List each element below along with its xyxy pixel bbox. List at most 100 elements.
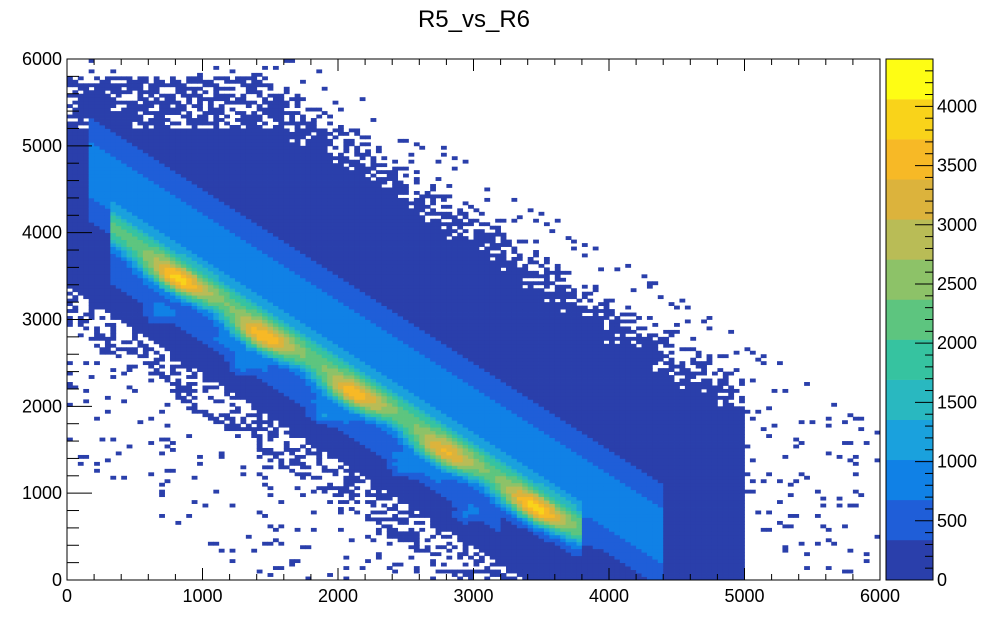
heatmap-cell [235, 118, 241, 122]
heatmap-cell [343, 444, 350, 449]
heatmap-cell [305, 263, 312, 268]
heatmap-cell [332, 284, 339, 289]
heatmap-cell [207, 111, 214, 115]
heatmap-cell [115, 83, 122, 88]
heatmap-cell [294, 149, 301, 154]
heatmap-cell [305, 322, 312, 327]
heatmap-cell [256, 138, 263, 143]
heatmap-cell [94, 225, 100, 230]
heatmap-cell [202, 309, 209, 313]
heatmap-cell [104, 156, 111, 161]
heatmap-cell [310, 406, 317, 411]
heatmap-cell [305, 166, 312, 171]
heatmap-cell [327, 121, 333, 126]
heatmap-cell [289, 416, 296, 421]
heatmap-cell [229, 166, 236, 171]
heatmap-cell [338, 197, 344, 202]
heatmap-cell [115, 170, 122, 175]
heatmap-cell [132, 163, 138, 168]
heatmap-cell [278, 291, 285, 296]
heatmap-cell [316, 333, 323, 338]
heatmap-cell [240, 194, 247, 199]
heatmap-cell [348, 347, 355, 352]
heatmap-cell [305, 201, 312, 206]
heatmap-cell [121, 316, 128, 320]
heatmap-cell [224, 284, 230, 289]
heatmap-cell [213, 90, 220, 95]
heatmap-cell [175, 180, 182, 185]
heatmap-cell [294, 375, 301, 379]
heatmap-cell [256, 413, 263, 418]
heatmap-cell [305, 260, 312, 265]
heatmap-cell [126, 368, 133, 372]
heatmap-cell [132, 86, 138, 91]
heatmap-cell [354, 454, 361, 459]
heatmap-cell [169, 448, 176, 452]
heatmap-cell [278, 402, 285, 407]
heatmap-cell [121, 475, 128, 480]
heatmap-cell [104, 79, 111, 84]
heatmap-cell [235, 204, 241, 209]
heatmap-cell [327, 170, 333, 175]
heatmap-cell [180, 208, 187, 213]
heatmap-cell [104, 229, 111, 234]
heatmap-cell [278, 180, 285, 185]
heatmap-cell [137, 86, 144, 91]
heatmap-cell [180, 93, 187, 98]
heatmap-cell [229, 253, 236, 258]
heatmap-cell [218, 142, 225, 147]
heatmap-cell [175, 357, 182, 362]
heatmap-cell [240, 472, 247, 477]
heatmap-cell [235, 305, 241, 310]
heatmap-cell [207, 187, 214, 192]
heatmap-cell [224, 277, 230, 282]
heatmap-cell [186, 350, 193, 355]
heatmap-cell [218, 246, 225, 251]
heatmap-cell [235, 354, 241, 359]
heatmap-cell [294, 170, 301, 175]
heatmap-cell [370, 503, 377, 508]
heatmap-cell [289, 461, 296, 466]
heatmap-cell [365, 184, 371, 188]
heatmap-cell [278, 361, 285, 366]
heatmap-cell [272, 218, 279, 223]
heatmap-cell [213, 399, 220, 404]
heatmap-cell [207, 149, 214, 154]
heatmap-cell [175, 388, 182, 393]
heatmap-cell [169, 239, 176, 244]
heatmap-cell [224, 163, 230, 168]
heatmap-cell [137, 163, 144, 168]
heatmap-cell [305, 357, 312, 362]
heatmap-cell [365, 371, 371, 376]
heatmap-cell [365, 361, 371, 366]
heatmap-cell [77, 97, 84, 102]
heatmap-cell [256, 128, 263, 133]
heatmap-cell [321, 201, 328, 206]
heatmap-cell [272, 434, 279, 438]
heatmap-cell [332, 239, 339, 244]
heatmap-cell [67, 208, 73, 213]
heatmap-cell [104, 170, 111, 175]
heatmap-cell [343, 368, 350, 372]
heatmap-cell [180, 222, 187, 227]
heatmap-cell [332, 187, 339, 192]
heatmap-cell [294, 270, 301, 275]
heatmap-cell [175, 333, 182, 338]
heatmap-cell [115, 86, 122, 91]
heatmap-cell [159, 232, 165, 237]
heatmap-cell [88, 211, 95, 216]
heatmap-cell [294, 385, 301, 390]
heatmap-cell [126, 281, 133, 286]
heatmap-cell [316, 336, 323, 341]
heatmap-cell [94, 118, 100, 122]
heatmap-cell [343, 458, 350, 463]
heatmap-cell [300, 236, 306, 241]
heatmap-cell [256, 354, 263, 359]
heatmap-cell [235, 378, 241, 383]
heatmap-cell [164, 329, 171, 334]
heatmap-cell [148, 302, 155, 306]
heatmap-cell [283, 309, 290, 313]
heatmap-cell [159, 201, 165, 206]
heatmap-cell [67, 121, 73, 126]
heatmap-cell [370, 479, 377, 484]
